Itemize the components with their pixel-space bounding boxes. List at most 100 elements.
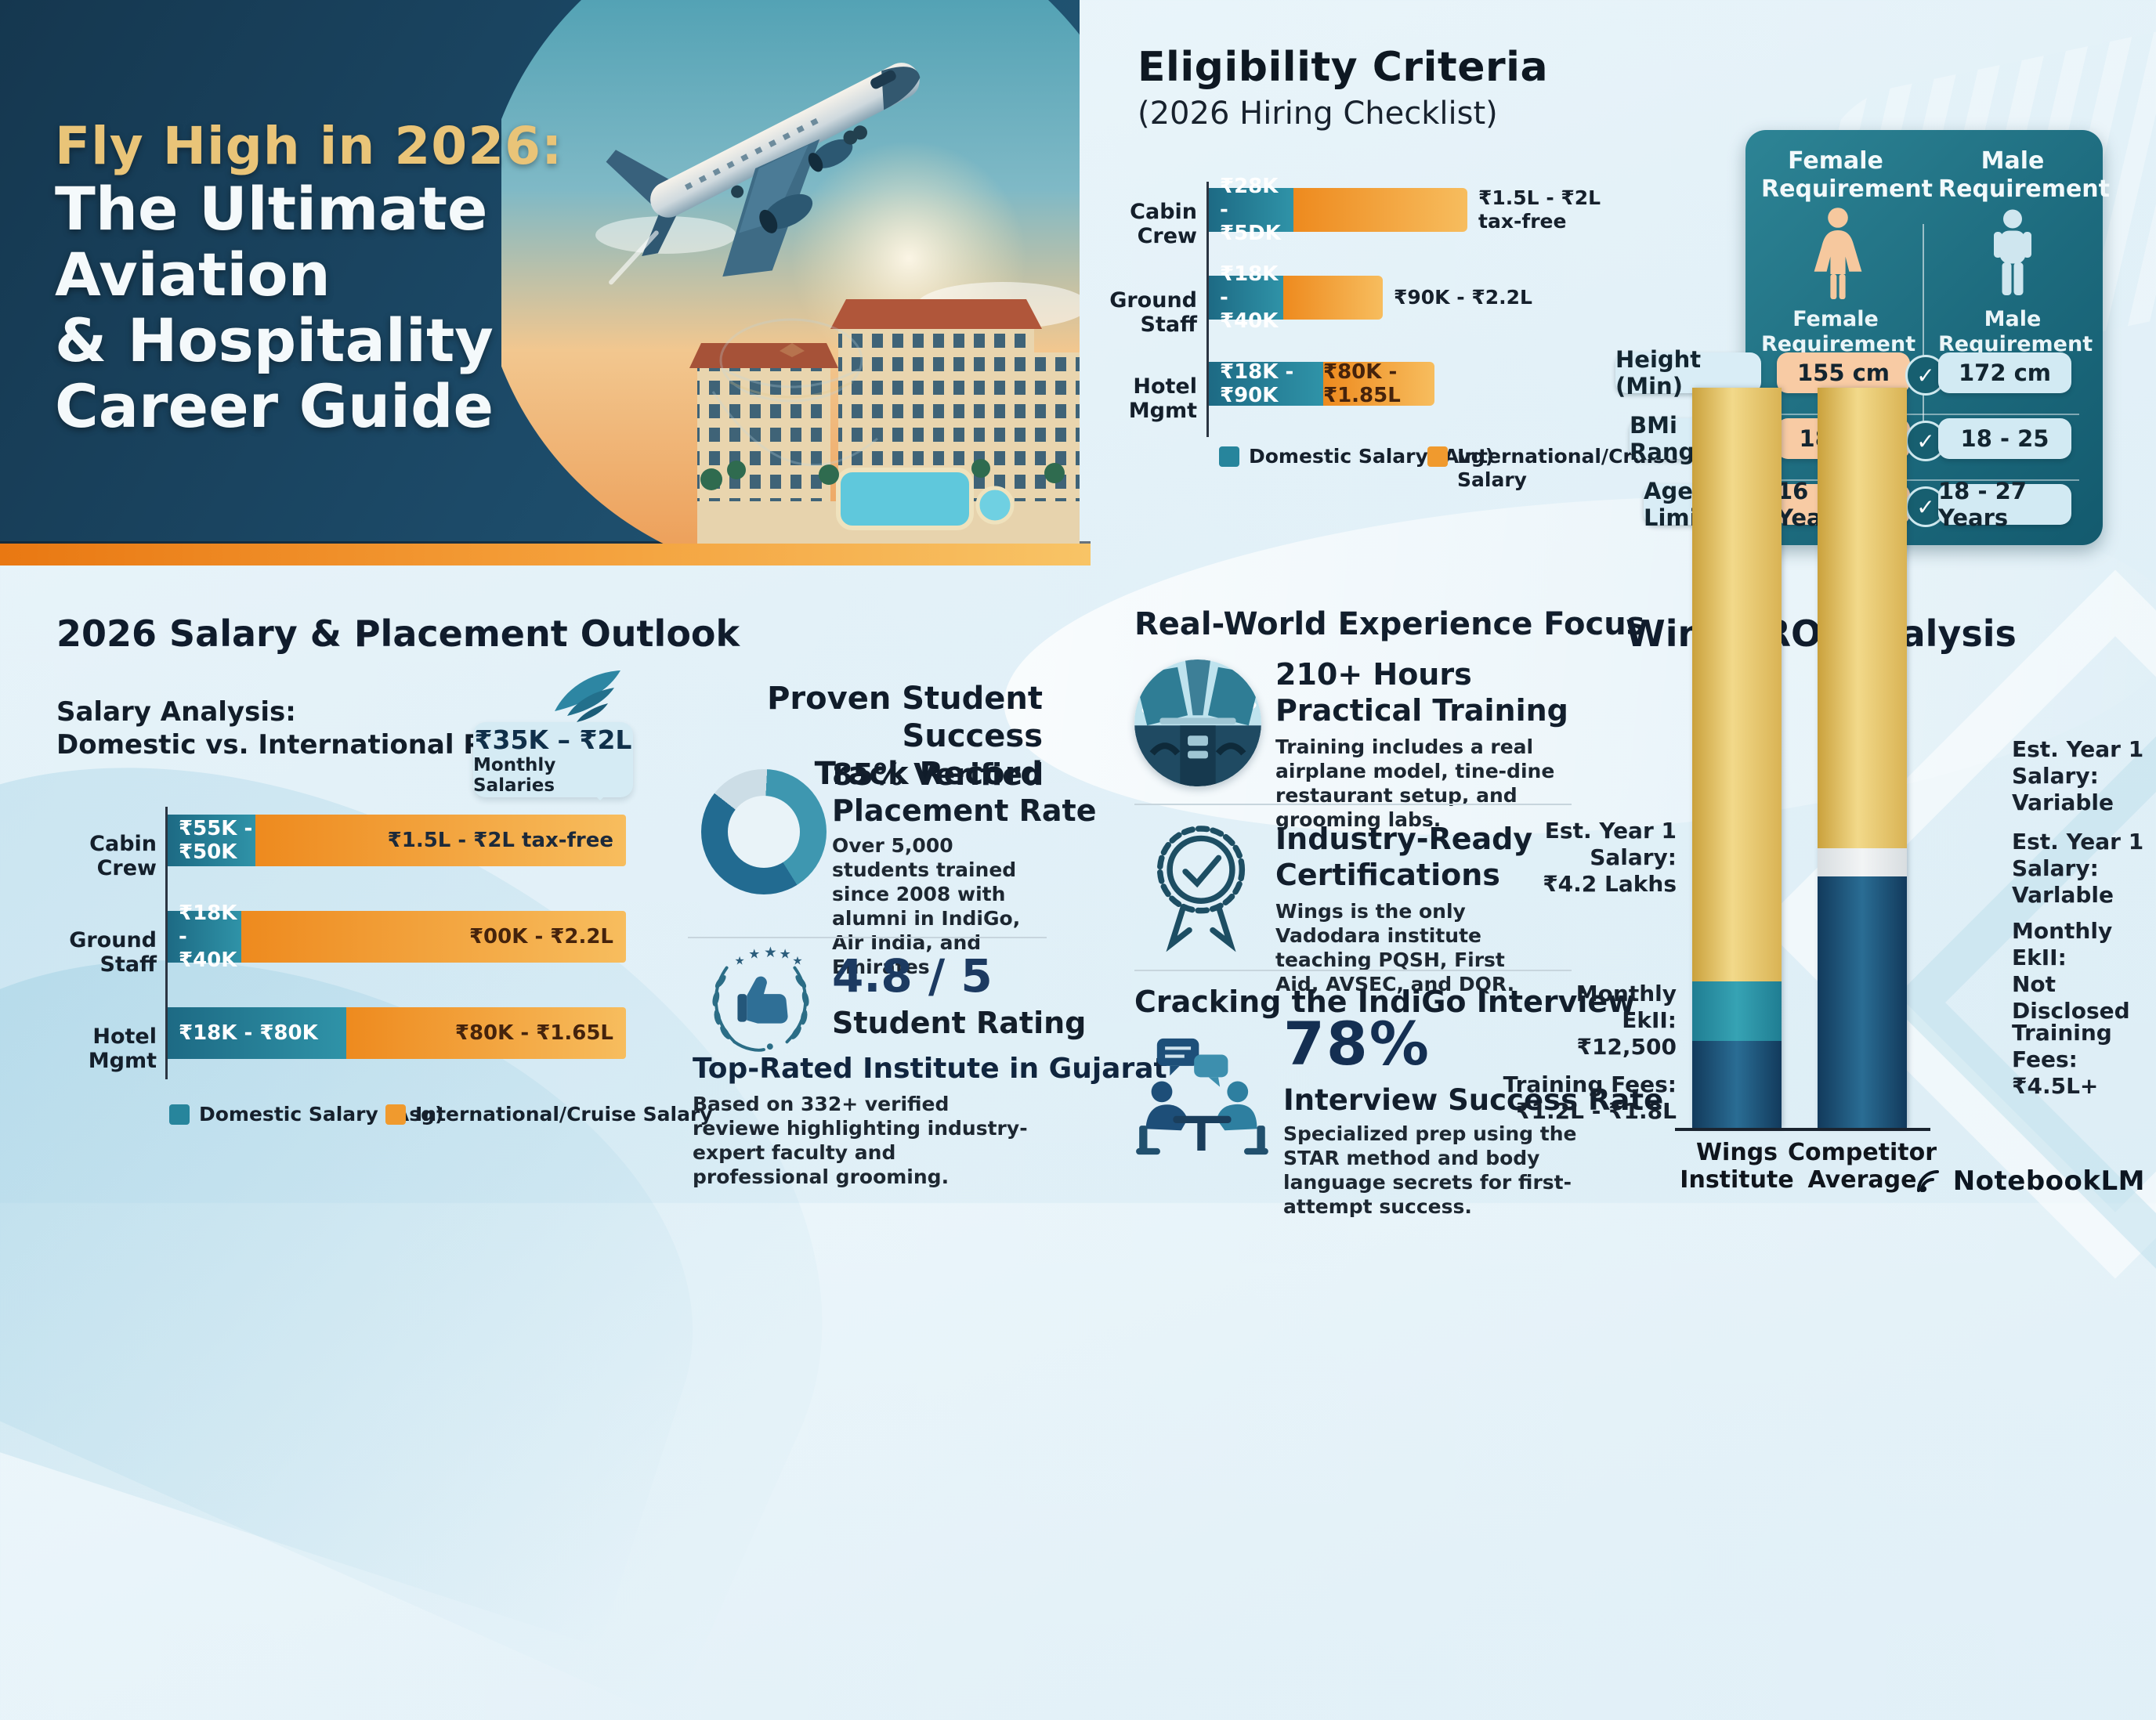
rating-title: Top-Rated Institute in Gujarat — [693, 1053, 1167, 1085]
requirements-panel: Female Requirement Male Requirement Fema… — [1745, 130, 2111, 545]
divider — [1134, 804, 1572, 805]
interview-body: Specialized prep using the STAR method a… — [1283, 1122, 1577, 1218]
salary-badge: ₹35K – ₹2L Monthly Salaries — [473, 722, 633, 800]
svg-text:★: ★ — [748, 946, 760, 962]
interview-icon — [1136, 1038, 1268, 1155]
eligibility-category-label: Ground Staff — [1109, 288, 1197, 337]
certification-heading: Industry-Ready Certifications — [1275, 822, 1533, 892]
domestic-salary-segment: ₹18K - ₹80K — [168, 1007, 346, 1059]
training-body: Training includes a real airplane model,… — [1275, 735, 1555, 831]
international-salary-label: ₹90K - ₹2.2L — [1394, 286, 1532, 309]
international-salary-segment: ₹80K - ₹1.85L — [1323, 360, 1434, 407]
svg-text:★: ★ — [792, 955, 802, 968]
male-requirement-header: Male Requirement — [1938, 147, 2111, 203]
roi-segment-fees — [1818, 876, 1907, 1128]
hero-illustration — [501, 0, 1080, 544]
international-salary-label: ₹1.5L - ₹2L tax-free — [387, 829, 613, 852]
female-icon — [1814, 208, 1862, 299]
roi-segment-salary — [1692, 388, 1782, 981]
eligibility-bar-hotel-mgmt: ₹18K - ₹90K ₹80K - ₹1.85L — [1209, 360, 1434, 407]
placement-stat-body: Over 5,000 students trained since 2008 w… — [832, 834, 1021, 978]
height-male-value: 172 cm — [1938, 352, 2071, 393]
background-wave — [0, 859, 769, 1647]
roi-right-label-fees: Training Fees: ₹4.5L+ — [2012, 1020, 2112, 1099]
outlook-bar-ground-staff: ₹18K - ₹40K ₹00K - ₹2.2L — [168, 902, 626, 972]
outlook-category-label: Cabin Crew — [89, 832, 157, 880]
male-icon — [1994, 209, 2031, 295]
legend-swatch-orange — [385, 1104, 406, 1125]
hero-title-accent: Fly High in 2026: — [55, 116, 563, 176]
roi-right-label-salary-1: Est. Year 1 Salary: Variable — [2012, 736, 2144, 815]
outlook-title: 2026 Salary & Placement Outlook — [56, 612, 740, 655]
legend-swatch-teal — [169, 1104, 190, 1125]
badge-caption: Monthly Salaries — [473, 754, 556, 796]
panel-divider — [1923, 224, 1924, 459]
cockpit-icon — [1134, 659, 1261, 786]
outlook-category-label: Ground Staff — [69, 928, 157, 977]
laurel-thumbs-up-icon: ★ ★ ★ ★ ★ — [712, 945, 809, 1052]
legend-international: International/Cruise Salary — [385, 1103, 713, 1126]
airplane-illustration — [606, 63, 921, 285]
eligibility-bar-ground-staff: ₹18K - ₹40K ₹90K - ₹2.2L — [1209, 262, 1532, 333]
age-male-value: 18 - 27 Years — [1938, 478, 2071, 531]
international-salary-label: ₹1.5L - ₹2L tax-free — [1478, 186, 1601, 233]
training-heading: 210+ Hours Practical Training — [1275, 657, 1568, 728]
outlook-bar-hotel-mgmt: ₹18K - ₹80K ₹80K - ₹1.65L — [168, 1007, 626, 1059]
roi-segment-fees — [1692, 1041, 1782, 1128]
height-row-label: Height (Min) — [1615, 346, 1761, 399]
international-salary-segment — [1283, 276, 1383, 320]
engine — [808, 139, 853, 172]
female-requirement-caption: Female Requirement — [1761, 307, 1916, 356]
eligibility-category-label: Cabin Crew — [1130, 200, 1197, 248]
outlook-category-label: Hotel Mgmt — [88, 1024, 157, 1073]
roi-segment-emi — [1818, 848, 1907, 876]
svg-text:★: ★ — [734, 955, 744, 968]
experience-title: Real-World Experience Focus — [1134, 606, 1645, 642]
pilot-cap-sketch-icon — [711, 318, 878, 467]
roi-left-label-fees: Training Fees: ₹1.2L - ₹1.8L — [1503, 1071, 1677, 1124]
hero-title-block: Fly High in 2026: The Ultimate Aviation … — [55, 116, 603, 439]
legend-domestic: Domestic Salary (Avg) — [1219, 445, 1494, 468]
row-divider — [1769, 414, 2079, 415]
student-rating-label: Student Rating — [832, 1006, 1087, 1040]
interview-title: Cracking the IndiGo Interview — [1134, 985, 1636, 1019]
svg-text:★: ★ — [764, 945, 777, 961]
hero-title-line: Aviation — [55, 240, 331, 309]
certification-medal-icon — [1156, 826, 1246, 952]
certification-body: Wings is the only Vadodara institute tea… — [1275, 900, 1515, 996]
eligibility-category-label: Hotel Mgmt — [1128, 374, 1197, 423]
domestic-salary-segment: ₹18K - ₹40K — [168, 902, 241, 972]
roi-bar-wings-institute — [1692, 388, 1782, 1128]
hero-title-line: The Ultimate — [55, 174, 488, 244]
divider — [1134, 970, 1572, 971]
success-title: Proven Student Success Track Record — [767, 681, 1043, 792]
legend-label: International/Cruise Salary — [415, 1103, 713, 1126]
engine — [759, 193, 813, 233]
outlook-chart-axis — [165, 807, 168, 1079]
domestic-salary-segment: ₹18K - ₹90K — [1209, 360, 1323, 407]
interview-stat: 78% — [1283, 1009, 1431, 1079]
wing-icon — [555, 670, 620, 722]
roi-segment-salary — [1818, 388, 1907, 848]
watermark: NotebookLM — [1914, 1165, 2145, 1197]
roi-right-label-salary-2: Est. Year 1 Salary: Varlable — [2012, 829, 2144, 908]
roi-segment-emi — [1692, 981, 1782, 1041]
roi-left-label-salary: Est. Year 1 Salary: ₹4.2 Lakhs — [1543, 818, 1677, 897]
rating-body: Based on 332+ verified reviewe highlight… — [693, 1093, 1028, 1188]
outlook-subtitle-line1: Salary Analysis: — [56, 696, 296, 728]
hero-title-line: Career Guide — [55, 371, 494, 441]
legend-swatch-teal — [1219, 446, 1239, 467]
roi-left-label-emi: Monthly EkII: ₹12,500 — [1575, 981, 1677, 1060]
outlook-bar-cabin-crew: ₹55K - ₹50K ₹1.5L - ₹2L tax-free — [168, 815, 626, 866]
hero-banner: Fly High in 2026: The Ultimate Aviation … — [0, 0, 1080, 544]
roi-bar-competitor-average — [1818, 388, 1907, 1128]
eligibility-subtitle: (2026 Hiring Checklist) — [1138, 96, 1498, 132]
hero-accent-strip — [0, 544, 1091, 566]
legend-label: Domestic Salary (Avg) — [1249, 445, 1495, 468]
roi-x-label-wings: Wings Institute — [1680, 1139, 1794, 1194]
height-female-value: 155 cm — [1777, 352, 1910, 393]
international-salary-segment: ₹00K - ₹2.2L — [241, 911, 626, 963]
divider — [688, 937, 1047, 938]
domestic-salary-segment: ₹18K - ₹40K — [1209, 262, 1283, 333]
hero-title-line: & Hospitality — [55, 305, 494, 375]
